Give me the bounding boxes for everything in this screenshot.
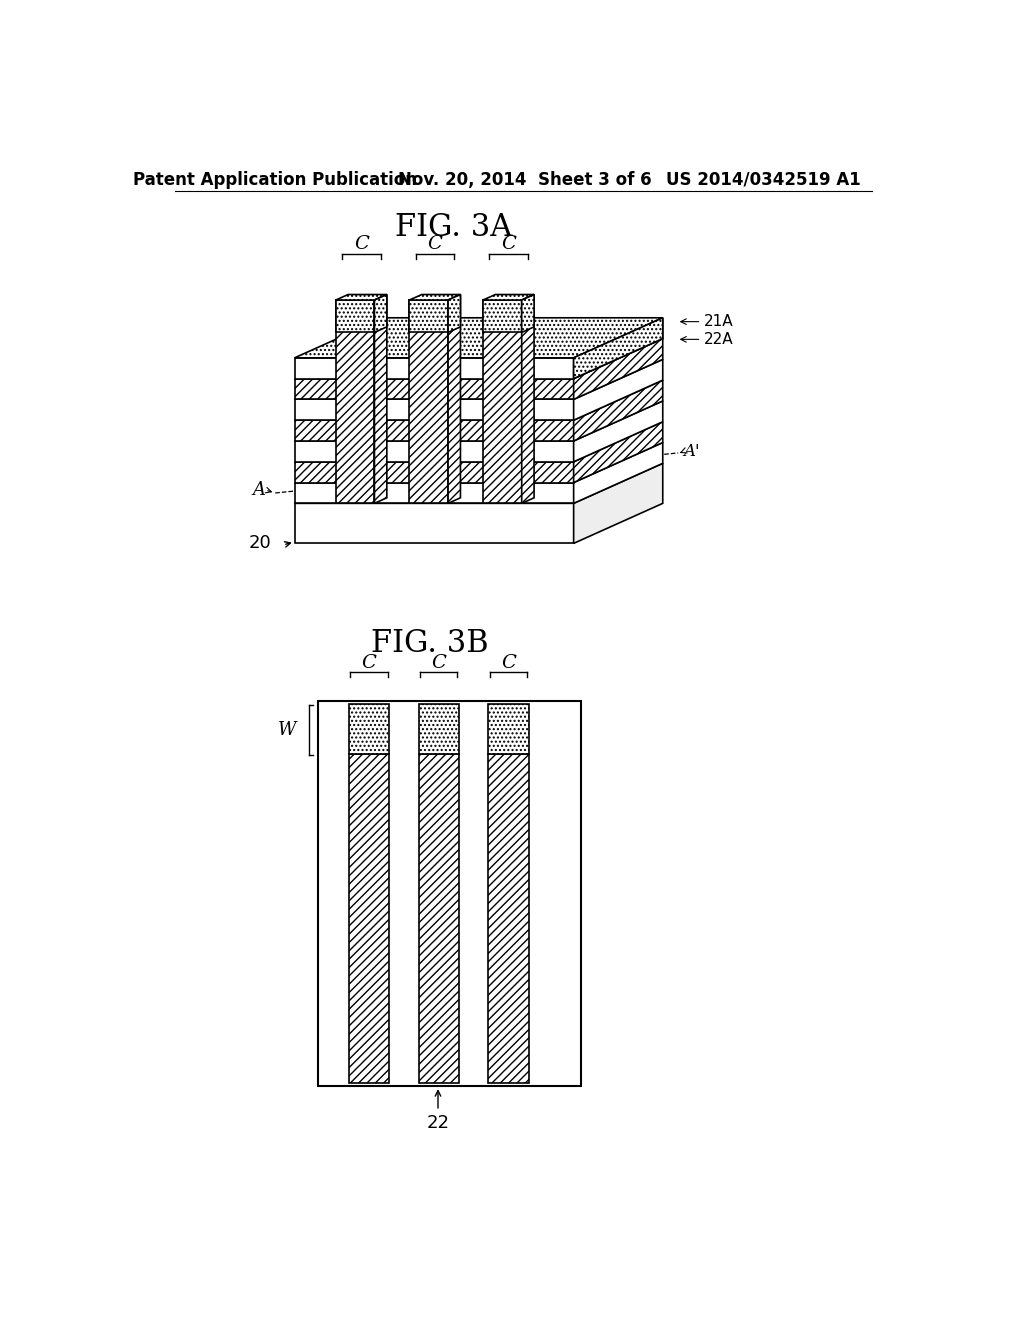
- Polygon shape: [573, 401, 663, 462]
- Text: FIG. 3B: FIG. 3B: [372, 628, 489, 659]
- Bar: [295, 358, 573, 379]
- Text: 20: 20: [249, 535, 271, 552]
- Text: Nov. 20, 2014  Sheet 3 of 6: Nov. 20, 2014 Sheet 3 of 6: [398, 172, 651, 189]
- Bar: [295, 379, 573, 400]
- Bar: [295, 400, 573, 420]
- Bar: [336, 300, 375, 503]
- Polygon shape: [573, 463, 663, 544]
- Polygon shape: [295, 318, 663, 358]
- Bar: [295, 441, 573, 462]
- Polygon shape: [573, 380, 663, 441]
- Bar: [483, 300, 521, 333]
- Text: 21A: 21A: [703, 314, 733, 329]
- Bar: [295, 503, 573, 544]
- Polygon shape: [573, 442, 663, 503]
- Text: 22A: 22A: [703, 331, 733, 347]
- Text: C: C: [354, 235, 369, 253]
- Polygon shape: [336, 294, 387, 300]
- Bar: [336, 300, 375, 333]
- Bar: [349, 705, 389, 755]
- Bar: [419, 705, 459, 755]
- Polygon shape: [573, 318, 663, 379]
- Bar: [419, 755, 459, 1084]
- Text: 22: 22: [427, 1114, 450, 1133]
- Bar: [295, 420, 573, 441]
- Text: C: C: [427, 235, 442, 253]
- Text: A': A': [684, 444, 700, 459]
- Bar: [295, 483, 573, 503]
- Polygon shape: [375, 294, 387, 503]
- Polygon shape: [573, 318, 663, 379]
- Polygon shape: [410, 294, 461, 300]
- Text: C: C: [501, 653, 516, 672]
- Polygon shape: [521, 294, 535, 503]
- Bar: [410, 300, 449, 503]
- Polygon shape: [573, 339, 663, 400]
- Bar: [488, 705, 528, 755]
- Bar: [317, 701, 582, 1086]
- Polygon shape: [295, 463, 663, 503]
- Text: W: W: [278, 721, 296, 739]
- Polygon shape: [483, 294, 535, 300]
- Bar: [349, 755, 389, 1084]
- Text: US 2014/0342519 A1: US 2014/0342519 A1: [667, 172, 861, 189]
- Bar: [410, 300, 449, 333]
- Text: C: C: [431, 653, 446, 672]
- Polygon shape: [521, 294, 535, 333]
- Text: Patent Application Publication: Patent Application Publication: [133, 172, 417, 189]
- Bar: [488, 755, 528, 1084]
- Polygon shape: [573, 359, 663, 420]
- Polygon shape: [449, 294, 461, 503]
- Polygon shape: [449, 294, 461, 333]
- Text: FIG. 3A: FIG. 3A: [395, 213, 512, 243]
- Polygon shape: [573, 422, 663, 483]
- Polygon shape: [375, 294, 387, 333]
- Text: C: C: [501, 235, 516, 253]
- Text: C: C: [361, 653, 377, 672]
- Text: A: A: [252, 480, 265, 499]
- Bar: [295, 462, 573, 483]
- Bar: [483, 300, 521, 503]
